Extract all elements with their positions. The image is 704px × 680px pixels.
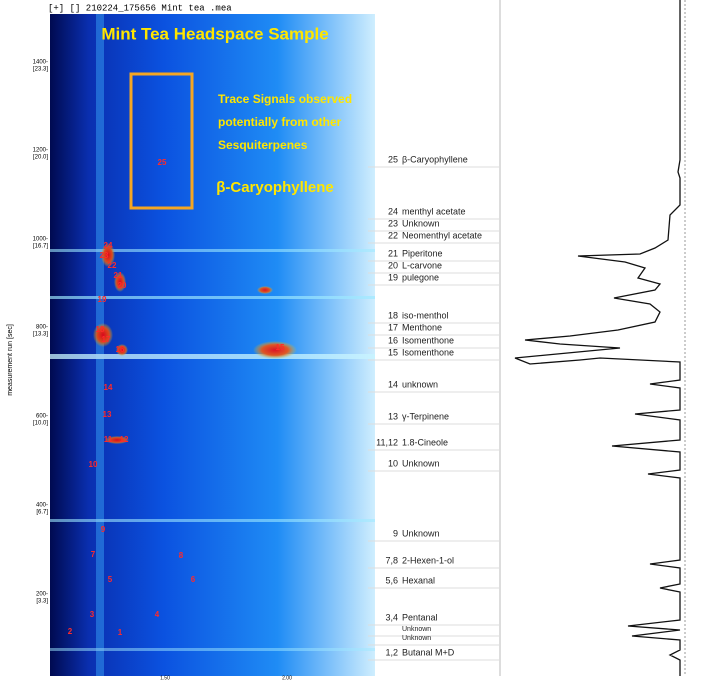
y-tick-sublabel: [20.0] bbox=[33, 155, 48, 161]
spot-label: 20 bbox=[118, 281, 127, 290]
y-axis-label: measurement run [sec] bbox=[7, 324, 14, 396]
spot-label: 7 bbox=[91, 550, 96, 559]
x-tick-label: 2.00 bbox=[282, 675, 292, 680]
y-tick-label: 1400- bbox=[33, 60, 48, 66]
figure: [+] [] 210224_175656 Mint tea .mea Mint … bbox=[0, 0, 704, 680]
y-tick-label: 1200- bbox=[33, 148, 48, 154]
annotation-line: Trace Signals observed bbox=[218, 92, 352, 106]
spot-label: 18 bbox=[96, 325, 105, 334]
peak-name: Hexanal bbox=[402, 575, 435, 585]
peak-name: γ-Terpinene bbox=[402, 411, 449, 421]
spot-label: 25 bbox=[158, 158, 167, 167]
spot-label: 10 bbox=[89, 460, 98, 469]
peak-number: 21 bbox=[388, 248, 398, 258]
peak-name: Unknown bbox=[402, 458, 440, 468]
spot-label: 16 bbox=[116, 345, 125, 354]
peak-name: Butanal M+D bbox=[402, 647, 455, 657]
peak-number: 14 bbox=[388, 379, 398, 389]
peak-name: Unknown bbox=[402, 218, 440, 228]
peak-number: 9 bbox=[393, 528, 398, 538]
spot-label: 15 bbox=[276, 343, 285, 352]
spot-label: 17 bbox=[102, 335, 111, 344]
peak-number: 23 bbox=[388, 218, 398, 228]
peak-name: pulegone bbox=[402, 272, 439, 282]
peak-name: Unknown bbox=[402, 528, 440, 538]
peak-number: 16 bbox=[388, 335, 398, 345]
peak-name: Piperitone bbox=[402, 248, 443, 258]
peak-number: 13 bbox=[388, 411, 398, 421]
peak-name: menthyl acetate bbox=[402, 206, 466, 216]
peak-name: 1.8-Cineole bbox=[402, 437, 448, 447]
spot-label: 19 bbox=[98, 295, 107, 304]
spot-label: 9 bbox=[101, 525, 106, 534]
peak-name: Unknown bbox=[402, 635, 431, 642]
spot-label: 23 bbox=[100, 251, 109, 260]
spot-label: 8 bbox=[179, 551, 184, 560]
spot-label: 14 bbox=[104, 383, 113, 392]
x-tick-label: 1.50 bbox=[160, 675, 170, 680]
peak-name: Unknown bbox=[402, 626, 431, 633]
peak-number: 18 bbox=[388, 310, 398, 320]
spot-label: 11 bbox=[104, 435, 113, 444]
peak-number: 10 bbox=[388, 458, 398, 468]
y-tick-sublabel: [10.0] bbox=[33, 421, 48, 427]
peak-number: 7,8 bbox=[385, 555, 398, 565]
y-tick-sublabel: [16.7] bbox=[33, 244, 48, 250]
spot-label: 5 bbox=[108, 575, 113, 584]
peak-number: 15 bbox=[388, 347, 398, 357]
spot-label: 13 bbox=[103, 410, 112, 419]
y-tick-label: 400- bbox=[36, 503, 48, 509]
y-tick-label: 1000- bbox=[33, 237, 48, 243]
y-tick-sublabel: [23.3] bbox=[33, 67, 48, 73]
spot-label: 2 bbox=[68, 627, 73, 636]
peak-number: 20 bbox=[388, 260, 398, 270]
spot-label: 24 bbox=[104, 241, 113, 250]
title: Mint Tea Headspace Sample bbox=[101, 24, 328, 43]
spot-label: 22 bbox=[108, 261, 117, 270]
spot-label: 21 bbox=[114, 271, 123, 280]
spot-label: 6 bbox=[191, 575, 196, 584]
spot-label: 1 bbox=[118, 628, 123, 637]
peak-number: 22 bbox=[388, 230, 398, 240]
peak-number: 5,6 bbox=[385, 575, 398, 585]
y-tick-sublabel: [6.7] bbox=[36, 510, 48, 516]
peak-number: 1,2 bbox=[385, 647, 398, 657]
annotation-compound: β-Caryophyllene bbox=[216, 179, 334, 196]
spot-label: 4 bbox=[155, 610, 160, 619]
peak-number: 11,12 bbox=[376, 437, 398, 447]
peak-name: unknown bbox=[402, 379, 438, 389]
peak-number: 25 bbox=[388, 154, 398, 164]
peak-name: L-carvone bbox=[402, 260, 442, 270]
peak-name: iso-menthol bbox=[402, 310, 449, 320]
peak-number: 17 bbox=[388, 322, 398, 332]
peak-number: 19 bbox=[388, 272, 398, 282]
chromatogram bbox=[515, 0, 680, 676]
peak-name: β-Caryophyllene bbox=[402, 154, 468, 164]
y-tick-label: 800- bbox=[36, 325, 48, 331]
annotation-line: potentially from other bbox=[218, 115, 342, 129]
annotation-line: Sesquiterpenes bbox=[218, 138, 308, 152]
y-tick-sublabel: [3.3] bbox=[36, 599, 48, 605]
y-tick-label: 200- bbox=[36, 592, 48, 598]
peak-name: Isomenthone bbox=[402, 335, 454, 345]
peak-name: Pentanal bbox=[402, 612, 438, 622]
peak-name: Isomenthone bbox=[402, 347, 454, 357]
peak-name: 2-Hexen-1-ol bbox=[402, 555, 454, 565]
y-tick-label: 600- bbox=[36, 414, 48, 420]
spot-label: 3 bbox=[90, 610, 95, 619]
header: [+] [] 210224_175656 Mint tea .mea bbox=[48, 3, 232, 13]
peak-name: Menthone bbox=[402, 322, 442, 332]
spot-label: 12 bbox=[120, 435, 129, 444]
y-tick-sublabel: [13.3] bbox=[33, 332, 48, 338]
peak-number: 24 bbox=[388, 206, 398, 216]
peak-name: Neomenthyl acetate bbox=[402, 230, 482, 240]
peak-number: 3,4 bbox=[385, 612, 398, 622]
